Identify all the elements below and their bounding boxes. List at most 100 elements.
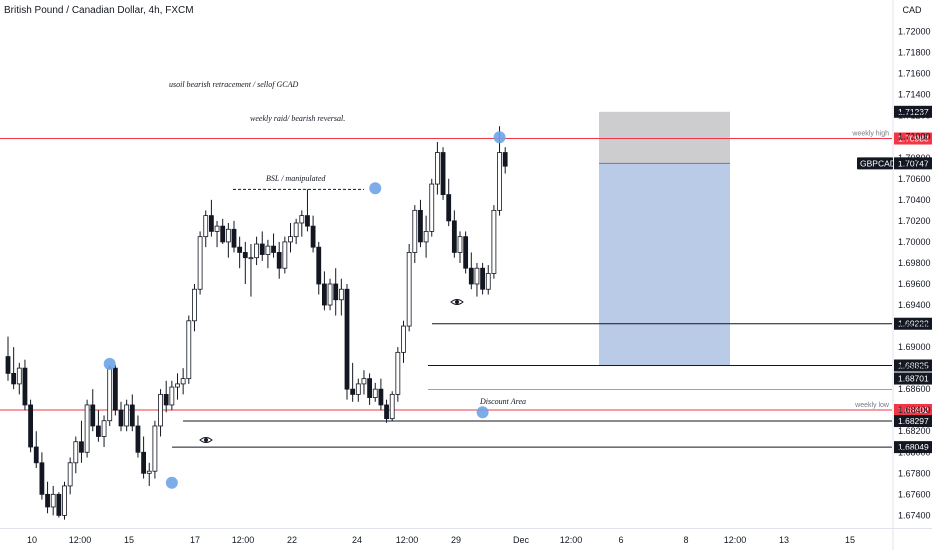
candle-body [84, 404, 90, 453]
eye-pupil [455, 300, 459, 304]
candle-body [16, 367, 22, 385]
price-tag [894, 105, 932, 118]
candle-body [423, 230, 429, 243]
candle-body [152, 425, 158, 472]
candle-body [276, 252, 282, 269]
candle-body [305, 215, 310, 227]
candle-body [418, 209, 423, 243]
candle-body [45, 493, 50, 508]
candle-body [79, 441, 84, 453]
time-tick-label: Dec [513, 535, 530, 545]
candle-body [480, 267, 486, 290]
price-tag-text: 1.68049 [898, 442, 929, 452]
candle-body [451, 220, 457, 253]
candle-body [158, 394, 163, 427]
price-tick-label: 1.69200 [898, 321, 931, 331]
candle-body [474, 267, 480, 285]
candle-body [259, 243, 265, 255]
price-tick-label: 1.69400 [898, 300, 931, 310]
candle-body [412, 209, 418, 253]
candle-body [141, 451, 147, 474]
candle-body [401, 325, 406, 353]
stop-zone [599, 111, 730, 164]
candle-body [389, 394, 395, 420]
candle-body [39, 462, 45, 495]
candle-body [96, 425, 101, 437]
candle-body [50, 493, 56, 508]
eye-outline [450, 299, 464, 305]
price-tick-label: 1.70200 [898, 216, 931, 226]
price-tag-text: 1.70983 [898, 134, 929, 144]
candle-body [310, 225, 316, 248]
candle-body [434, 152, 440, 185]
candle-body [384, 404, 389, 420]
chart-title: British Pound / Canadian Dollar, 4h, FXC… [4, 5, 194, 16]
level-label: weekly high [851, 131, 889, 138]
position-box[interactable] [599, 111, 730, 366]
candle-body [491, 209, 497, 274]
candle-body [367, 378, 373, 398]
candle-body [350, 388, 356, 395]
price-tag [894, 157, 932, 170]
price-axis[interactable]: CAD1.720001.718001.716001.714001.712001.… [898, 5, 931, 520]
annotation-text: weekly raid/ bearish reversal. [250, 114, 345, 123]
price-tick-label: 1.68400 [898, 405, 931, 415]
price-tick-label: 1.70800 [898, 153, 931, 163]
eye-icon [450, 299, 464, 305]
candle-body [107, 367, 113, 422]
candle-body [327, 283, 333, 306]
time-tick-label: 12:00 [560, 535, 583, 545]
symbol-tag-text: GBPCAD [860, 158, 896, 168]
target-zone [599, 163, 730, 366]
candle-body [22, 367, 28, 406]
time-tick-label: 6 [618, 535, 623, 545]
candle-body [254, 243, 260, 259]
annotation-text: usoil bearish retracement / sellof GCAD [169, 80, 298, 89]
horizontal-levels[interactable]: weekly high 1.70983 weekly low 1.68402 1.692… [0, 105, 932, 454]
candle-body [214, 225, 220, 232]
swing-marker [165, 476, 178, 489]
time-tick-label: 10 [27, 535, 37, 545]
eye-icons [199, 299, 464, 443]
time-tick-label: 12:00 [69, 535, 92, 545]
candle-body [237, 246, 243, 253]
price-tick-label: 1.68600 [898, 384, 931, 394]
price-tag-text: 1.68402 [898, 405, 929, 415]
candle-body [429, 183, 435, 232]
candle-body [333, 283, 339, 301]
time-tick-label: 8 [683, 535, 688, 545]
candle-body [73, 441, 79, 464]
candle-body [338, 288, 344, 301]
swing-marker [476, 406, 489, 419]
candle-body [192, 288, 197, 322]
candle-body [372, 388, 378, 398]
price-tag [894, 415, 932, 428]
price-tick-label: 1.69800 [898, 258, 931, 268]
candle-body [112, 367, 118, 411]
time-tick-label: 17 [190, 535, 200, 545]
candle-body [28, 404, 34, 448]
candle-body [197, 236, 203, 290]
candle-body [62, 485, 67, 516]
annotation-text: BSL / manipulated [266, 174, 326, 183]
candles [5, 126, 508, 520]
price-tag-text: 1.68701 [898, 374, 929, 384]
price-tick-label: 1.72000 [898, 27, 931, 37]
time-axis[interactable]: 10 12:00 15 17 12:00 22 24 12:00 29 Dec 12:00 6 8 12:… [27, 535, 855, 545]
candle-body [33, 446, 39, 464]
price-tick-label: 1.68000 [898, 447, 931, 457]
candle-body [135, 425, 141, 453]
time-tick-label: 24 [352, 535, 362, 545]
candle-body [288, 236, 293, 243]
candle-body [124, 404, 130, 427]
candle-body [118, 409, 124, 427]
candle-body [293, 222, 299, 238]
candle-body [180, 378, 186, 385]
time-tick-label: 12:00 [232, 535, 255, 545]
price-tick-label: 1.71400 [898, 90, 931, 100]
candle-body [361, 378, 367, 385]
candle-body [11, 372, 17, 385]
price-tick-label: 1.68800 [898, 363, 931, 373]
